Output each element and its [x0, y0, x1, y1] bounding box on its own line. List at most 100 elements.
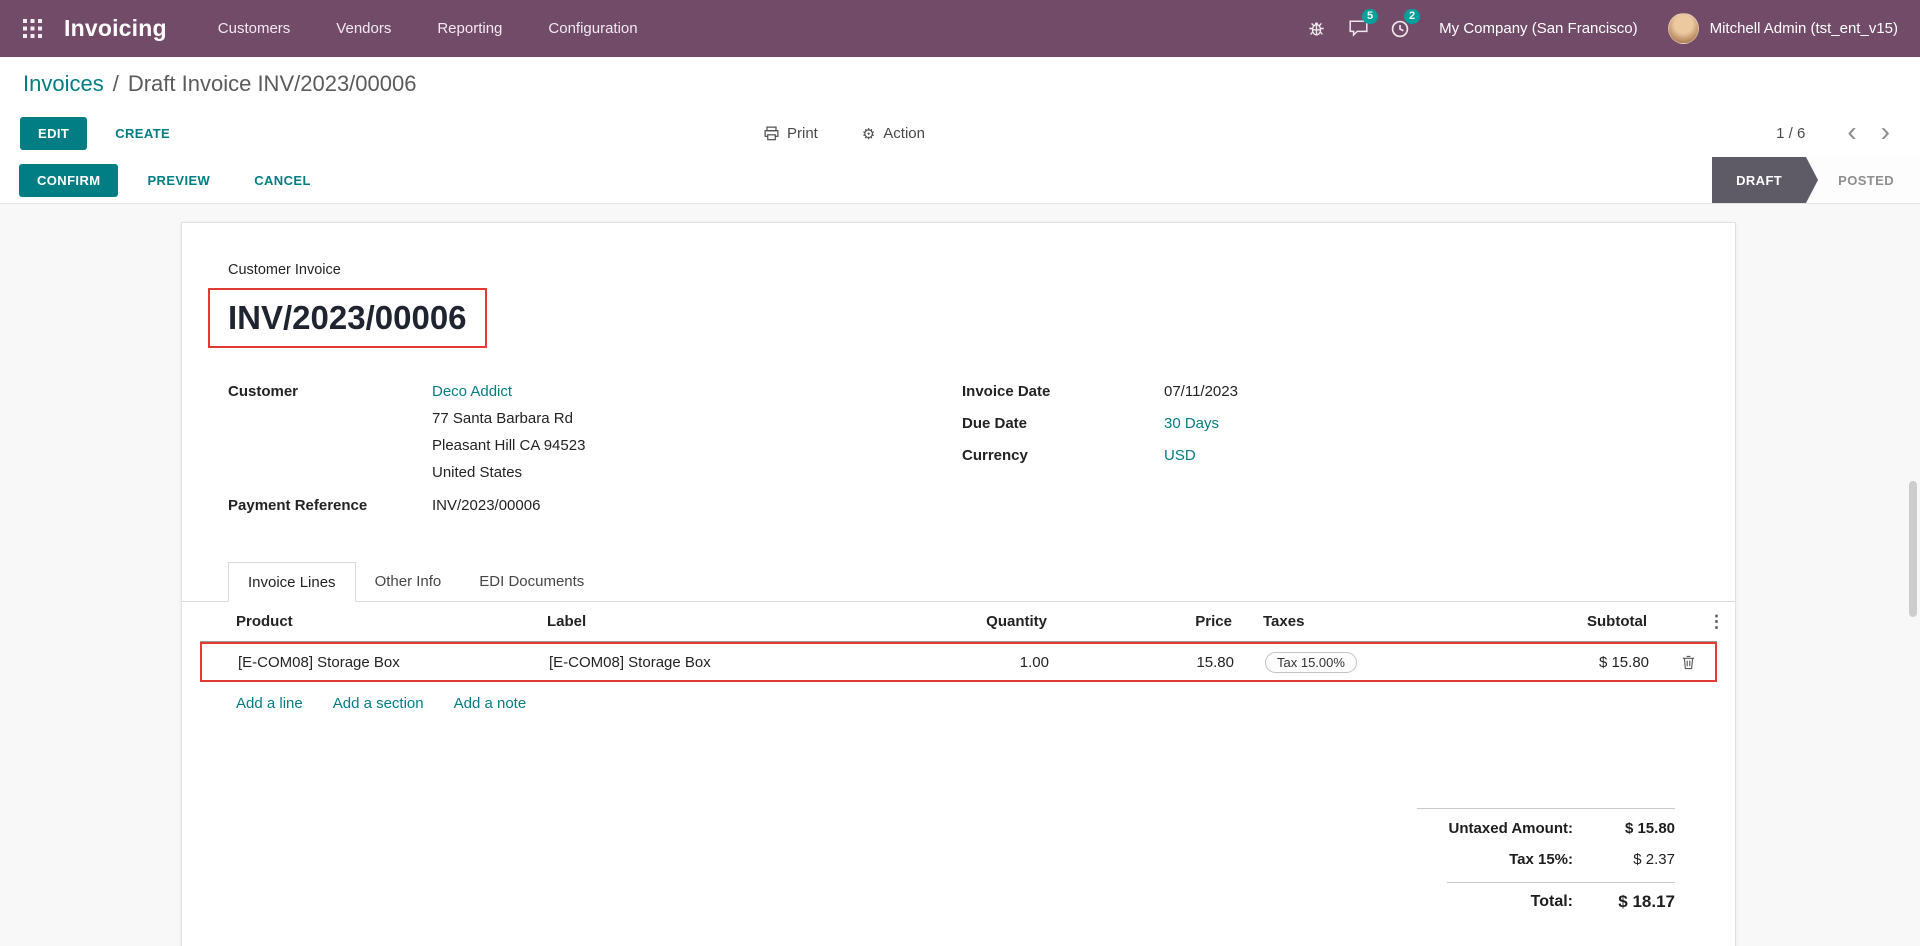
- status-draft[interactable]: DRAFT: [1712, 157, 1819, 203]
- fields-right: Invoice Date 07/11/2023 Due Date 30 Days…: [962, 378, 1238, 519]
- top-navbar: Invoicing Customers Vendors Reporting Co…: [0, 0, 1920, 57]
- currency-value[interactable]: USD: [1164, 447, 1196, 464]
- preview-button[interactable]: PREVIEW: [132, 164, 225, 197]
- total-value: $ 18.17: [1618, 892, 1675, 911]
- navbar-menu: Customers Vendors Reporting Configuratio…: [195, 0, 661, 57]
- content-area: Customer Invoice INV/2023/00006 Customer…: [0, 204, 1920, 946]
- invoice-line-row[interactable]: [E-COM08] Storage Box [E-COM08] Storage …: [200, 642, 1717, 682]
- printer-icon: [764, 126, 779, 141]
- menu-configuration[interactable]: Configuration: [548, 20, 638, 37]
- navbar-right: 5 2 My Company (San Francisco) Mitchell …: [1295, 0, 1898, 57]
- print-label: Print: [787, 125, 818, 142]
- tab-edi-documents[interactable]: EDI Documents: [479, 573, 585, 590]
- tab-other-info[interactable]: Other Info: [374, 573, 442, 590]
- pager: 1 / 6 ‹ ›: [1776, 117, 1890, 146]
- apps-menu-button[interactable]: [14, 0, 50, 57]
- column-price[interactable]: Price: [1195, 613, 1232, 630]
- user-avatar[interactable]: [1667, 13, 1699, 44]
- print-button[interactable]: Print: [764, 125, 818, 142]
- status-posted[interactable]: POSTED: [1806, 157, 1920, 203]
- due-date-value[interactable]: 30 Days: [1164, 415, 1220, 432]
- debug-button[interactable]: [1295, 0, 1337, 57]
- payment-reference-value: INV/2023/00006: [432, 497, 541, 514]
- statusbar: CONFIRM PREVIEW CANCEL DRAFT POSTED: [0, 157, 1920, 204]
- customer-address-line2: Pleasant Hill CA 94523: [432, 437, 586, 454]
- messages-badge: 5: [1362, 9, 1379, 24]
- column-label[interactable]: Label: [547, 613, 587, 630]
- menu-reporting[interactable]: Reporting: [437, 20, 503, 37]
- untaxed-amount-label: Untaxed Amount:: [1448, 820, 1573, 837]
- fields-left: Customer Deco Addict 77 Santa Barbara Rd…: [228, 378, 962, 519]
- line-product[interactable]: [E-COM08] Storage Box: [238, 653, 400, 671]
- app-name[interactable]: Invoicing: [64, 15, 167, 41]
- breadcrumb-current: Draft Invoice INV/2023/00006: [127, 70, 417, 96]
- navbar-left: Invoicing Customers Vendors Reporting Co…: [14, 0, 661, 57]
- activities-badge: 2: [1404, 9, 1421, 24]
- line-subtotal: $ 15.80: [1598, 653, 1649, 671]
- payment-reference-label: Payment Reference: [228, 497, 368, 514]
- table-add-links: Add a line Add a section Add a note: [228, 695, 1689, 712]
- table-header-row: Product Label Quantity Price Taxes Subto…: [200, 602, 1725, 642]
- delete-line-icon[interactable]: [1682, 655, 1695, 670]
- pager-previous-icon[interactable]: ‹: [1847, 115, 1857, 147]
- control-panel: EDIT CREATE Print ⚙ Action 1 / 6: [0, 110, 1920, 157]
- notebook-tabs: Invoice Lines Other Info EDI Documents: [182, 561, 1735, 602]
- menu-vendors[interactable]: Vendors: [336, 20, 392, 37]
- invoice-date-value: 07/11/2023: [1164, 383, 1238, 400]
- total-label: Total:: [1530, 893, 1573, 910]
- activities-button[interactable]: 2: [1379, 0, 1421, 57]
- gear-icon: ⚙: [861, 125, 876, 143]
- statusbar-buttons: CONFIRM PREVIEW CANCEL: [19, 157, 326, 203]
- totals-block: Untaxed Amount: $ 15.80 Tax 15%: $ 2.37 …: [1417, 808, 1675, 912]
- totals-divider: [1447, 882, 1675, 883]
- line-quantity[interactable]: 1.00: [1019, 653, 1049, 671]
- cancel-button[interactable]: CANCEL: [239, 164, 326, 197]
- column-product[interactable]: Product: [236, 613, 293, 630]
- invoice-number: INV/2023/00006: [208, 288, 487, 348]
- optional-columns-icon[interactable]: ⋮: [1708, 611, 1725, 631]
- customer-label: Customer: [228, 383, 299, 400]
- breadcrumb: Invoices / Draft Invoice INV/2023/00006: [0, 57, 1920, 110]
- create-button[interactable]: CREATE: [115, 126, 171, 141]
- pager-counter: 1 / 6: [1776, 125, 1806, 142]
- invoice-fields: Customer Deco Addict 77 Santa Barbara Rd…: [228, 378, 1689, 519]
- center-actions: Print ⚙ Action: [764, 125, 925, 143]
- document-type-label: Customer Invoice: [228, 262, 341, 278]
- edit-button[interactable]: EDIT: [20, 117, 88, 150]
- company-switcher[interactable]: My Company (San Francisco): [1439, 20, 1638, 37]
- confirm-button[interactable]: CONFIRM: [19, 163, 119, 197]
- tab-invoice-lines[interactable]: Invoice Lines: [228, 562, 356, 602]
- column-quantity[interactable]: Quantity: [986, 613, 1047, 630]
- customer-link[interactable]: Deco Addict: [432, 383, 513, 400]
- tax-badge[interactable]: Tax 15.00%: [1265, 651, 1357, 673]
- invoice-sheet: Customer Invoice INV/2023/00006 Customer…: [181, 222, 1736, 946]
- column-taxes[interactable]: Taxes: [1263, 613, 1305, 630]
- tax-label: Tax 15%:: [1509, 851, 1573, 868]
- clock-icon: [1391, 20, 1409, 38]
- apps-grid-icon: [22, 19, 42, 38]
- currency-label: Currency: [962, 447, 1028, 464]
- user-menu[interactable]: Mitchell Admin (tst_ent_v15): [1709, 20, 1898, 37]
- status-steps: DRAFT POSTED: [1712, 157, 1920, 203]
- action-button[interactable]: ⚙ Action: [862, 125, 925, 143]
- pager-next-icon[interactable]: ›: [1880, 115, 1890, 147]
- breadcrumb-invoices-link[interactable]: Invoices: [23, 70, 104, 96]
- vertical-scrollbar[interactable]: [1909, 481, 1917, 617]
- add-a-line-link[interactable]: Add a line: [236, 695, 303, 712]
- line-price[interactable]: 15.80: [1196, 653, 1234, 671]
- breadcrumb-separator: /: [112, 70, 119, 96]
- menu-customers[interactable]: Customers: [217, 20, 291, 37]
- column-subtotal[interactable]: Subtotal: [1587, 613, 1647, 630]
- invoice-date-label: Invoice Date: [962, 383, 1051, 400]
- messages-button[interactable]: 5: [1337, 0, 1379, 57]
- pager-nav: ‹ ›: [1847, 117, 1890, 146]
- due-date-label: Due Date: [962, 415, 1028, 432]
- add-a-note-link[interactable]: Add a note: [453, 695, 527, 712]
- add-a-section-link[interactable]: Add a section: [332, 695, 424, 712]
- action-label: Action: [883, 125, 925, 142]
- untaxed-amount-value: $ 15.80: [1624, 820, 1675, 837]
- invoice-lines-table: Product Label Quantity Price Taxes Subto…: [200, 602, 1725, 682]
- line-label[interactable]: [E-COM08] Storage Box: [549, 653, 711, 671]
- tax-value: $ 2.37: [1633, 851, 1675, 868]
